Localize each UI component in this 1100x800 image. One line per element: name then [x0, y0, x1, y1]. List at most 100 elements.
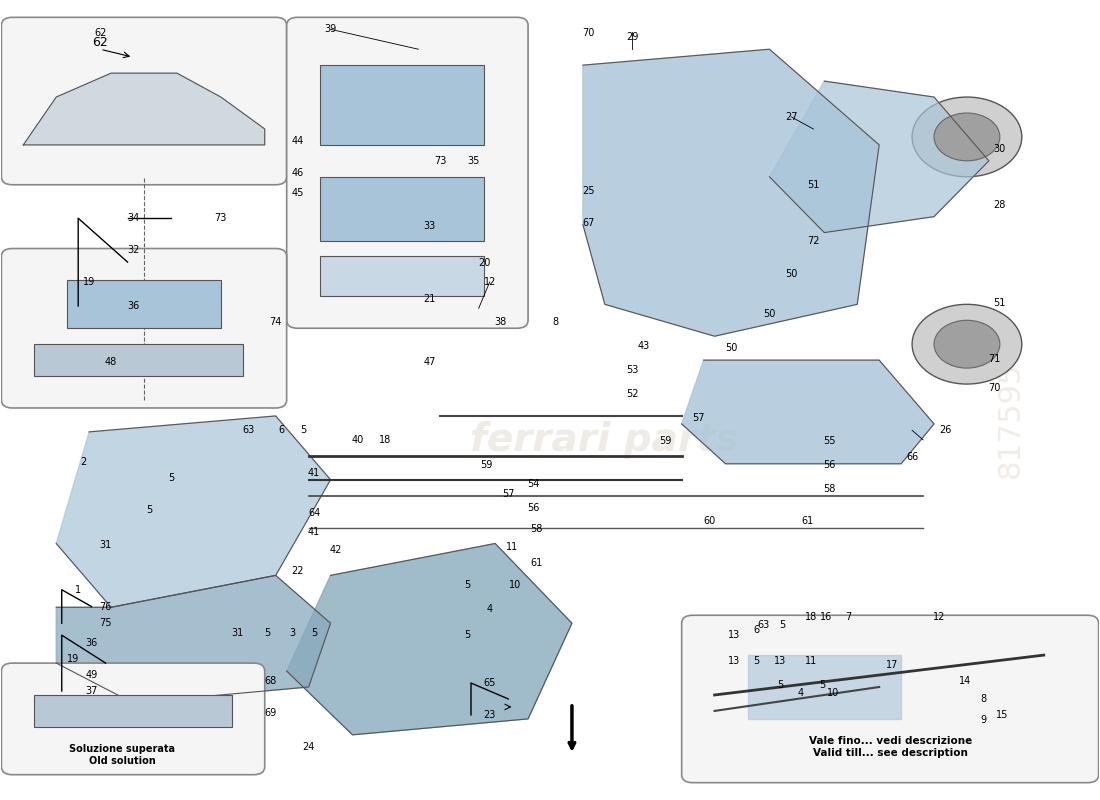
Text: 45: 45	[292, 188, 304, 198]
Text: 20: 20	[478, 258, 491, 268]
Text: 5: 5	[168, 473, 175, 483]
Text: 53: 53	[626, 365, 638, 374]
Text: 19: 19	[82, 277, 96, 287]
Text: 68: 68	[264, 676, 276, 686]
Text: 11: 11	[805, 657, 817, 666]
Bar	[320, 257, 484, 296]
Polygon shape	[56, 575, 331, 703]
Text: 49: 49	[85, 670, 98, 680]
Text: 81759500: 81759500	[997, 322, 1025, 478]
Bar	[320, 65, 484, 145]
Text: 1: 1	[75, 585, 81, 594]
Text: 31: 31	[99, 540, 112, 550]
Text: 74: 74	[270, 317, 282, 327]
Text: 18: 18	[805, 612, 817, 622]
Text: 39: 39	[324, 24, 337, 34]
Text: 41: 41	[308, 468, 320, 478]
Text: 15: 15	[996, 710, 1009, 720]
Text: 30: 30	[993, 144, 1007, 154]
Text: 57: 57	[502, 489, 515, 499]
Text: 51: 51	[993, 298, 1007, 308]
Text: 13: 13	[728, 630, 740, 640]
Polygon shape	[748, 655, 901, 719]
Text: 38: 38	[495, 317, 507, 327]
Text: 36: 36	[126, 301, 140, 311]
Text: 59: 59	[659, 437, 671, 446]
Text: 63: 63	[242, 426, 254, 435]
Text: ferrari parts: ferrari parts	[471, 421, 739, 459]
FancyBboxPatch shape	[287, 18, 528, 328]
Text: 16: 16	[821, 612, 833, 622]
Polygon shape	[56, 416, 331, 607]
Polygon shape	[769, 81, 989, 233]
FancyBboxPatch shape	[682, 615, 1099, 782]
Text: 37: 37	[85, 686, 98, 696]
Text: 65: 65	[484, 678, 496, 688]
Text: 6: 6	[754, 625, 759, 634]
Text: 50: 50	[763, 309, 776, 319]
Text: 13: 13	[774, 657, 786, 666]
Text: 2: 2	[80, 457, 87, 467]
Text: 43: 43	[637, 341, 649, 350]
Text: 61: 61	[530, 558, 543, 569]
Text: 69: 69	[264, 707, 276, 718]
Text: 70: 70	[988, 383, 1001, 393]
Text: 4: 4	[486, 604, 493, 614]
Bar	[34, 344, 243, 376]
Circle shape	[912, 97, 1022, 177]
Text: 17: 17	[887, 660, 899, 670]
Text: 48: 48	[104, 357, 118, 366]
Bar	[67, 281, 221, 328]
Text: 5: 5	[300, 426, 306, 435]
Text: 7: 7	[845, 612, 851, 622]
Text: 33: 33	[424, 222, 436, 231]
Text: 62: 62	[92, 36, 108, 50]
Text: 62: 62	[94, 28, 107, 38]
Text: 10: 10	[827, 688, 839, 698]
Text: 40: 40	[352, 435, 364, 445]
Text: 29: 29	[626, 32, 638, 42]
Text: 71: 71	[988, 354, 1001, 363]
Text: 5: 5	[264, 628, 270, 638]
Text: 12: 12	[933, 612, 946, 622]
Text: 14: 14	[958, 676, 971, 686]
Text: 19: 19	[67, 654, 79, 664]
Text: 5: 5	[464, 630, 471, 640]
Text: 54: 54	[527, 478, 540, 489]
Text: 3: 3	[289, 628, 295, 638]
Circle shape	[934, 320, 1000, 368]
Text: 58: 58	[824, 484, 836, 494]
Text: 55: 55	[824, 437, 836, 446]
Text: 18: 18	[379, 435, 392, 445]
Text: 64: 64	[308, 508, 320, 518]
Text: 42: 42	[330, 545, 342, 555]
Text: 5: 5	[780, 620, 785, 630]
Text: 75: 75	[99, 618, 112, 628]
Polygon shape	[287, 543, 572, 735]
Text: 10: 10	[509, 580, 521, 590]
Polygon shape	[682, 360, 934, 464]
Text: 57: 57	[692, 413, 704, 422]
Text: 73: 73	[214, 214, 227, 223]
Text: 56: 56	[527, 502, 540, 513]
Text: 6: 6	[278, 426, 284, 435]
Text: 76: 76	[99, 602, 112, 612]
Text: 73: 73	[434, 156, 447, 166]
Text: 59: 59	[481, 460, 493, 470]
Text: 21: 21	[424, 294, 436, 304]
Text: 9: 9	[980, 715, 987, 726]
Text: 52: 52	[626, 389, 638, 398]
Text: 61: 61	[802, 516, 814, 526]
Text: 5: 5	[778, 681, 783, 690]
Text: 41: 41	[308, 526, 320, 537]
Text: 70: 70	[582, 28, 595, 38]
Text: 12: 12	[484, 277, 496, 287]
Text: 34: 34	[126, 214, 140, 223]
Text: 23: 23	[484, 710, 496, 720]
Text: 13: 13	[728, 657, 740, 666]
Polygon shape	[583, 50, 879, 336]
Text: 22: 22	[292, 566, 304, 577]
Text: 5: 5	[754, 657, 759, 666]
Text: 32: 32	[126, 245, 140, 255]
Circle shape	[912, 304, 1022, 384]
